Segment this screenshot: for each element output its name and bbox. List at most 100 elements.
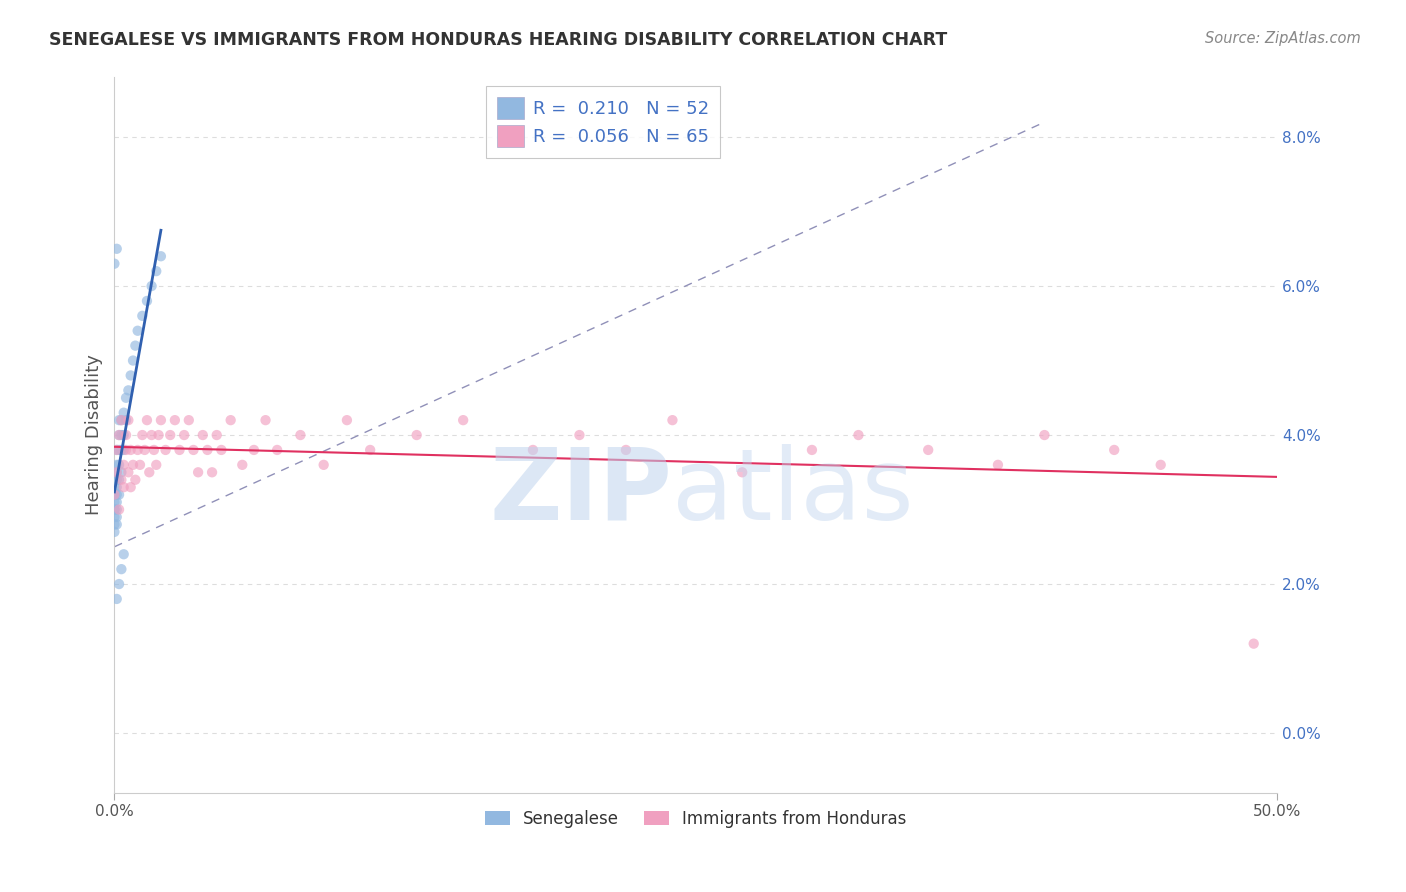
Point <box>312 458 335 472</box>
Point <box>108 428 131 442</box>
Point <box>205 428 228 442</box>
Point <box>105 517 128 532</box>
Point <box>183 442 205 457</box>
Point <box>103 502 125 516</box>
Point <box>136 413 159 427</box>
Point <box>219 413 242 427</box>
Point <box>122 458 145 472</box>
Point <box>105 510 128 524</box>
Point <box>131 309 153 323</box>
Point <box>110 473 132 487</box>
Point <box>177 413 200 427</box>
Point <box>103 473 125 487</box>
Point <box>124 473 146 487</box>
Point <box>1243 637 1265 651</box>
Point <box>105 458 128 472</box>
Point <box>120 480 142 494</box>
Point <box>115 442 138 457</box>
Point <box>163 413 186 427</box>
Point <box>115 413 138 427</box>
Point <box>359 442 381 457</box>
Point <box>103 257 125 271</box>
Point <box>138 465 160 479</box>
Point <box>112 428 135 442</box>
Point <box>105 465 128 479</box>
Point <box>103 488 125 502</box>
Point <box>1150 458 1173 472</box>
Point <box>120 368 142 383</box>
Point <box>522 442 544 457</box>
Point <box>1102 442 1125 457</box>
Point <box>110 562 132 576</box>
Point <box>159 428 181 442</box>
Point <box>108 577 131 591</box>
Point <box>141 428 163 442</box>
Point <box>110 442 132 457</box>
Point <box>124 338 146 352</box>
Point <box>145 264 167 278</box>
Point <box>129 458 152 472</box>
Point <box>136 293 159 308</box>
Point <box>108 473 131 487</box>
Point <box>290 428 312 442</box>
Point <box>108 428 131 442</box>
Point <box>112 480 135 494</box>
Point <box>661 413 683 427</box>
Point <box>115 428 138 442</box>
Point <box>112 442 135 457</box>
Point <box>105 488 128 502</box>
Point <box>127 324 149 338</box>
Point <box>108 458 131 472</box>
Point <box>209 442 232 457</box>
Point <box>336 413 359 427</box>
Point <box>155 442 177 457</box>
Point <box>187 465 209 479</box>
Point <box>103 517 125 532</box>
Point <box>105 442 128 457</box>
Point <box>103 502 125 516</box>
Point <box>266 442 288 457</box>
Text: ZIP: ZIP <box>489 443 672 541</box>
Point <box>197 442 219 457</box>
Point <box>112 547 135 561</box>
Point <box>110 428 132 442</box>
Point <box>110 465 132 479</box>
Point <box>103 480 125 494</box>
Point <box>243 442 266 457</box>
Point <box>917 442 939 457</box>
Point <box>141 279 163 293</box>
Point <box>169 442 191 457</box>
Point <box>848 428 870 442</box>
Point <box>148 428 170 442</box>
Point <box>110 413 132 427</box>
Point <box>614 442 637 457</box>
Point <box>112 406 135 420</box>
Point <box>987 458 1010 472</box>
Point <box>117 413 139 427</box>
Text: atlas: atlas <box>672 443 914 541</box>
Point <box>122 353 145 368</box>
Point <box>568 428 591 442</box>
Point <box>112 458 135 472</box>
Text: Source: ZipAtlas.com: Source: ZipAtlas.com <box>1205 31 1361 46</box>
Point <box>105 480 128 494</box>
Point <box>145 458 167 472</box>
Point <box>103 524 125 539</box>
Point <box>201 465 224 479</box>
Point <box>103 510 125 524</box>
Point <box>108 442 131 457</box>
Point <box>103 488 125 502</box>
Point <box>149 249 172 263</box>
Point <box>117 465 139 479</box>
Point <box>105 591 128 606</box>
Point <box>173 428 195 442</box>
Point <box>231 458 253 472</box>
Point <box>131 428 153 442</box>
Text: SENEGALESE VS IMMIGRANTS FROM HONDURAS HEARING DISABILITY CORRELATION CHART: SENEGALESE VS IMMIGRANTS FROM HONDURAS H… <box>49 31 948 49</box>
Point <box>142 442 165 457</box>
Point <box>108 413 131 427</box>
Point <box>103 495 125 509</box>
Point <box>191 428 214 442</box>
Point <box>110 413 132 427</box>
Point <box>127 442 149 457</box>
